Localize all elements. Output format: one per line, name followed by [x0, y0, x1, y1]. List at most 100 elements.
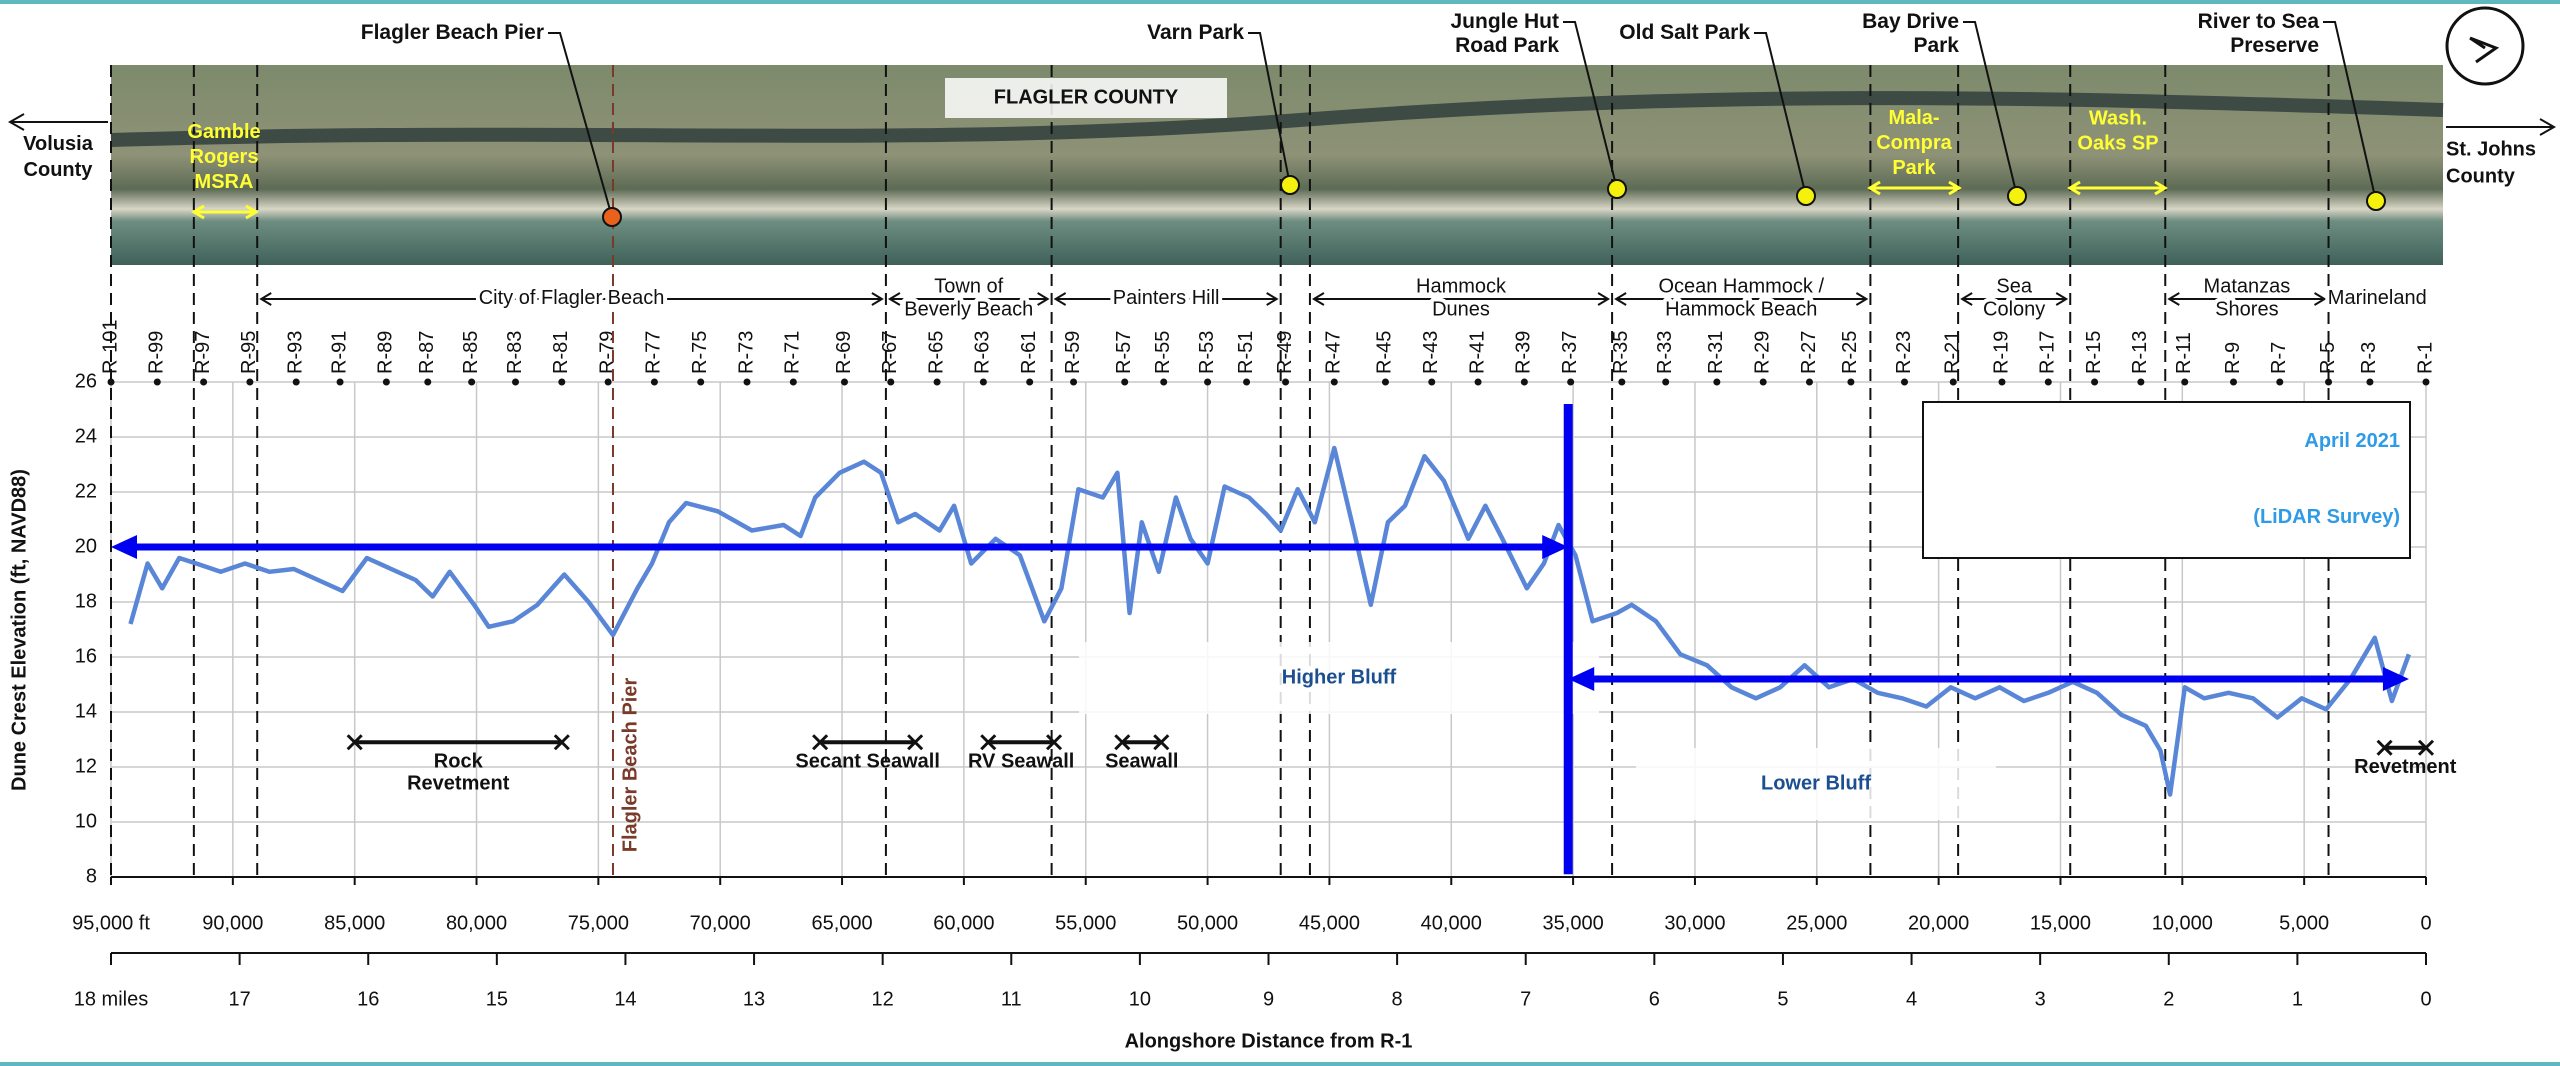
- structure-label-line: RV Seawall: [968, 751, 1074, 773]
- structure-label-line: Revetment: [2354, 756, 2457, 778]
- x2-tick-label: 2: [2163, 988, 2174, 1010]
- structure-label: Revetment: [2354, 756, 2457, 778]
- x-tick-label: 5,000: [2279, 912, 2329, 934]
- monument-dot: [1998, 379, 2005, 386]
- x2-tick-label: 4: [1906, 988, 1917, 1010]
- monument-label: R-9: [2222, 342, 2244, 374]
- x2-tick-label: 15: [486, 988, 508, 1010]
- y-tick-label: 26: [75, 370, 97, 392]
- park-area-label-line: Compra: [1876, 132, 1952, 154]
- monument-dot: [980, 379, 987, 386]
- x2-tick-label: 6: [1649, 988, 1660, 1010]
- monument-dot: [1662, 379, 1669, 386]
- page: {"chart_data": { "type": "line", "y_labe…: [0, 0, 2560, 1066]
- y-axis-title: Dune Crest Elevation (ft, NAVD88): [8, 469, 30, 791]
- monument-dot: [2137, 379, 2144, 386]
- structure-label: RV Seawall: [968, 751, 1074, 773]
- monument-dot: [558, 379, 565, 386]
- x2-tick-label: 7: [1520, 988, 1531, 1010]
- region-label-line: City of Flagler Beach: [479, 287, 665, 309]
- monument-label: R-57: [1113, 331, 1135, 374]
- north-arrow: [2447, 8, 2523, 84]
- x-tick-label: 25,000: [1786, 912, 1847, 934]
- place-label-line: Road Park: [1455, 34, 1559, 57]
- park-area-label-line: Gamble: [187, 121, 260, 143]
- x2-tick-label: 0: [2420, 988, 2431, 1010]
- county-left-line: Volusia: [23, 133, 94, 155]
- structure-label: RockRevetment: [407, 751, 510, 795]
- monument-dot: [2181, 379, 2188, 386]
- monument-label: R-19: [1990, 331, 2012, 374]
- region-label-line: Town of: [934, 276, 1003, 298]
- monument-label: R-85: [460, 331, 482, 374]
- y-tick-label: 16: [75, 645, 97, 667]
- monument-label: R-99: [146, 331, 168, 374]
- x-tick-label: 40,000: [1421, 912, 1482, 934]
- region-label: Marineland: [2328, 287, 2427, 309]
- place-label: Old Salt Park: [1619, 21, 1750, 44]
- monument-dot: [1475, 379, 1482, 386]
- county-right-line: St. Johns: [2446, 139, 2536, 161]
- park-area-label-line: Rogers: [190, 146, 259, 168]
- x-tick-label: 0: [2420, 912, 2431, 934]
- x-axis-title: Alongshore Distance from R-1: [1125, 1030, 1413, 1052]
- monument-label: R-71: [782, 331, 804, 374]
- x2-tick-label: 12: [872, 988, 894, 1010]
- x-tick-label: 95,000 ft: [72, 912, 150, 934]
- y-tick-label: 8: [86, 865, 97, 887]
- monument-label: R-75: [689, 331, 711, 374]
- bottom-border: [0, 1062, 2560, 1066]
- y-tick-label: 20: [75, 535, 97, 557]
- monument-label: R-27: [1798, 331, 1820, 374]
- x-tick-label: 35,000: [1543, 912, 1604, 934]
- pier-label: Flagler Beach Pier: [619, 678, 641, 853]
- x2-tick-label: 9: [1263, 988, 1274, 1010]
- y-tick-label: 22: [75, 480, 97, 502]
- place-label-line: Old Salt Park: [1619, 21, 1750, 44]
- monument-label: R-21: [1942, 331, 1964, 374]
- monument-dot: [1567, 379, 1574, 386]
- monument-label: R-65: [925, 331, 947, 374]
- x-tick-label: 65,000: [811, 912, 872, 934]
- region-label-line: Marineland: [2328, 287, 2427, 309]
- region-label-line: Colony: [1983, 299, 2045, 321]
- x-tick-label: 80,000: [446, 912, 507, 934]
- x2-tick-label: 1: [2292, 988, 2303, 1010]
- monument-label: R-87: [416, 331, 438, 374]
- x-tick-label: 45,000: [1299, 912, 1360, 934]
- monument-dot: [1243, 379, 1250, 386]
- y-tick-label: 24: [75, 425, 97, 447]
- region-label-line: Ocean Hammock /: [1658, 276, 1824, 298]
- x2-tick-label: 3: [2035, 988, 2046, 1010]
- monument-dot: [744, 379, 751, 386]
- monument-label: R-55: [1152, 331, 1174, 374]
- monument-label: R-11: [2173, 332, 2195, 374]
- monument-dot: [154, 379, 161, 386]
- monument-label: R-33: [1654, 331, 1676, 374]
- place-label-line: River to Sea: [2198, 10, 2320, 33]
- survey-label-line: April 2021: [2304, 430, 2400, 452]
- monument-dot: [2366, 379, 2373, 386]
- monument-dot: [605, 379, 612, 386]
- monument-label: R-73: [735, 331, 757, 374]
- monument-label: R-13: [2129, 331, 2151, 374]
- region-label-line: Beverly Beach: [904, 299, 1033, 321]
- monument-dot: [1950, 379, 1957, 386]
- x-tick-label: 50,000: [1177, 912, 1238, 934]
- structure-label-line: Rock: [434, 751, 484, 773]
- monument-dot: [1282, 379, 1289, 386]
- monument-dot: [1382, 379, 1389, 386]
- place-marker: [603, 208, 621, 226]
- x-tick-label: 75,000: [568, 912, 629, 934]
- x2-tick-label: 16: [357, 988, 379, 1010]
- x-tick-label: 70,000: [690, 912, 751, 934]
- place-label-line: Bay Drive: [1862, 10, 1959, 33]
- monument-label: R-81: [550, 331, 572, 374]
- county-label: FLAGLER COUNTY: [994, 86, 1179, 108]
- monument-dot: [1428, 379, 1435, 386]
- x2-tick-label: 13: [743, 988, 765, 1010]
- region-label-line: Painters Hill: [1113, 287, 1220, 309]
- bluff-label: Higher Bluff: [1282, 666, 1397, 688]
- place-label: Bay DrivePark: [1862, 10, 1959, 57]
